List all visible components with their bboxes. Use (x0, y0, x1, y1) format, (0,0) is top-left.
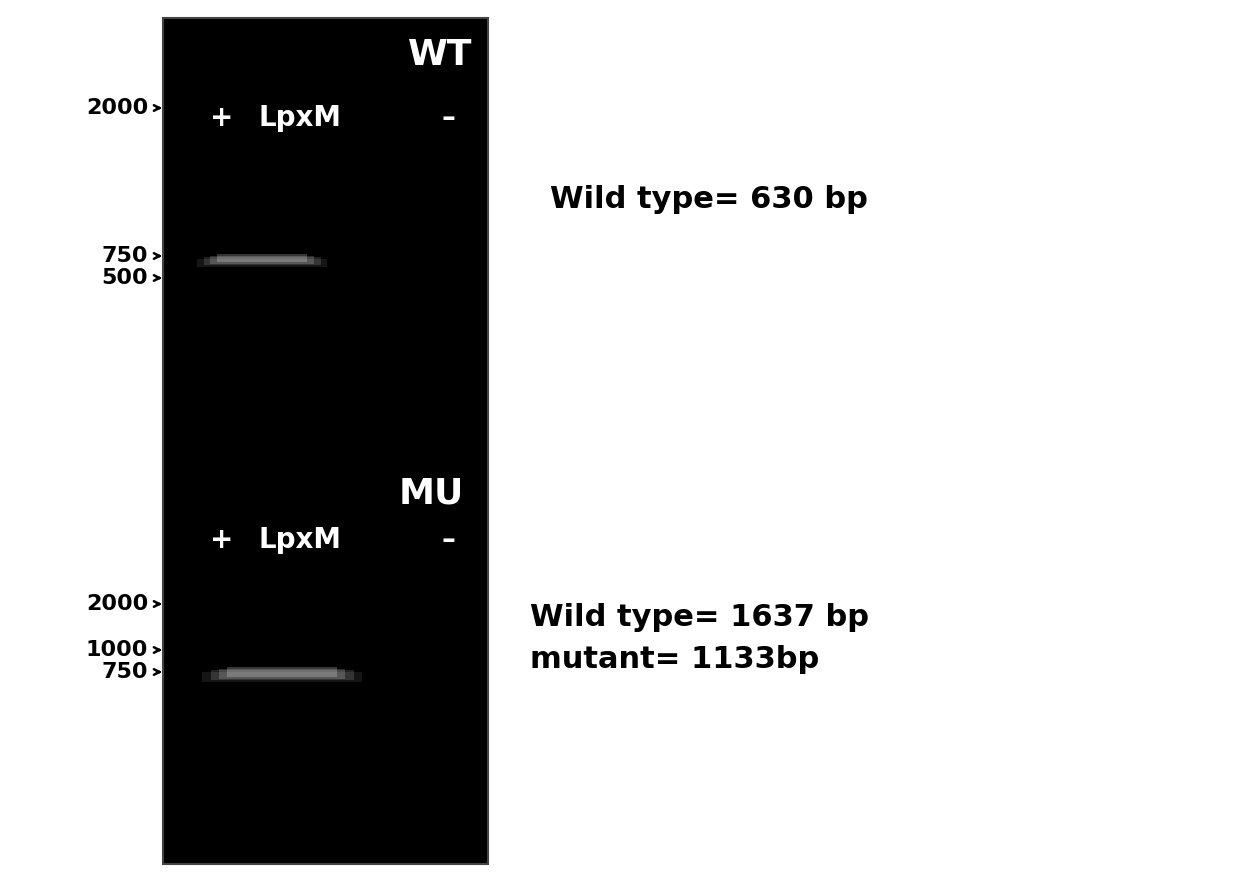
Text: LpxM: LpxM (258, 526, 341, 554)
Text: 2000: 2000 (86, 98, 148, 118)
Text: Wild type= 630 bp: Wild type= 630 bp (551, 185, 868, 214)
Text: +: + (211, 526, 233, 554)
Text: 750: 750 (102, 246, 148, 266)
Text: –: – (441, 526, 455, 554)
Bar (203, 257, 320, 265)
Text: 750: 750 (102, 662, 148, 682)
Bar (218, 669, 345, 678)
Text: 2000: 2000 (86, 594, 148, 614)
Text: 500: 500 (102, 268, 148, 288)
Bar (217, 254, 308, 262)
Bar (197, 258, 327, 266)
Text: LpxM: LpxM (258, 104, 341, 132)
Text: Wild type= 1637 bp: Wild type= 1637 bp (529, 603, 869, 632)
Text: –: – (441, 104, 455, 132)
Text: WT: WT (408, 38, 472, 72)
Text: 1000: 1000 (86, 640, 148, 660)
Text: mutant= 1133bp: mutant= 1133bp (529, 646, 820, 675)
Text: MU: MU (398, 476, 464, 510)
Bar (211, 670, 353, 680)
Text: +: + (211, 104, 233, 132)
Bar (211, 256, 314, 264)
Bar (162, 18, 489, 864)
Bar (227, 667, 337, 677)
Bar (202, 671, 362, 682)
